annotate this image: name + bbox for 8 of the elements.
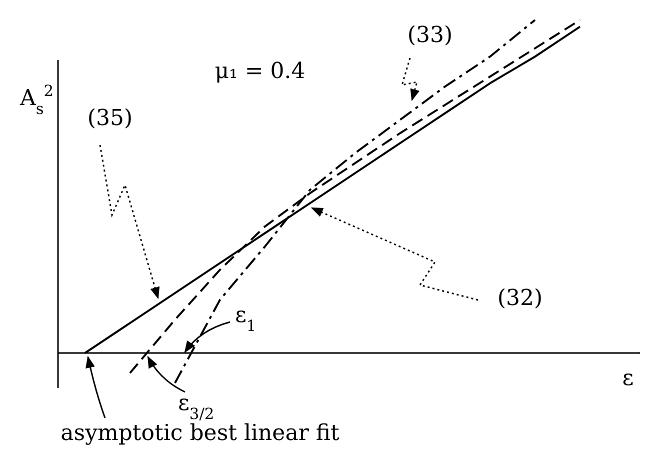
annotation: (33)	[407, 23, 453, 48]
text: ε$_{3/2}$	[178, 391, 214, 423]
annotation: ε$_{1}$	[235, 303, 256, 335]
annotation: (32)	[497, 286, 543, 311]
text: asymptotic best linear fit	[60, 421, 340, 446]
text: μ₁ = 0.4	[214, 59, 306, 84]
x-axis-title: ε	[622, 366, 634, 391]
annotation: (35)	[87, 106, 133, 131]
